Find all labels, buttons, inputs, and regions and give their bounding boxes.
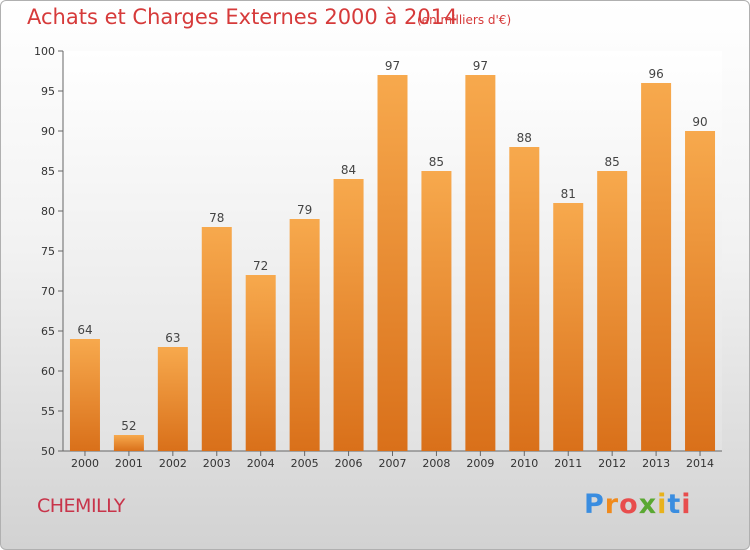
y-tick-label: 55: [41, 405, 55, 418]
bar-2005: [289, 219, 320, 451]
bar-2010: [509, 147, 540, 451]
y-tick-label: 80: [41, 205, 55, 218]
y-tick-label: 95: [41, 85, 55, 98]
bar-value-label: 96: [648, 67, 663, 81]
y-tick-label: 60: [41, 365, 55, 378]
bar-2011: [553, 203, 584, 451]
y-tick-label: 50: [41, 445, 55, 458]
bar-value-label: 97: [385, 59, 400, 73]
bar-value-label: 52: [121, 419, 136, 433]
bar-2006: [333, 179, 364, 451]
y-tick-label: 65: [41, 325, 55, 338]
x-tick-label: 2011: [554, 457, 582, 470]
y-tick-label: 85: [41, 165, 55, 178]
y-tick-label: 70: [41, 285, 55, 298]
bar-value-label: 97: [473, 59, 488, 73]
x-tick-label: 2008: [422, 457, 450, 470]
bar-value-label: 78: [209, 211, 224, 225]
x-tick-label: 2014: [686, 457, 714, 470]
bar-value-label: 90: [692, 115, 707, 129]
bar-value-label: 88: [517, 131, 532, 145]
bar-2009: [465, 75, 496, 451]
bar-2004: [245, 275, 276, 451]
y-axis: 50 55 60 65 70 75 80 85 90 95 100: [34, 45, 63, 458]
x-tick-label: 2002: [159, 457, 187, 470]
bar-2001: [113, 435, 144, 451]
bar-2003: [201, 227, 232, 451]
x-tick-label: 2005: [291, 457, 319, 470]
proxiti-logo: Proxiti: [584, 489, 692, 520]
bar-value-label: 64: [77, 323, 92, 337]
bar-value-label: 63: [165, 331, 180, 345]
bar-value-label: 84: [341, 163, 356, 177]
bar-2000: [69, 339, 100, 451]
x-tick-label: 2000: [71, 457, 99, 470]
bar-2014: [685, 131, 716, 451]
bar-value-label: 72: [253, 259, 268, 273]
bar-2002: [157, 347, 188, 451]
y-tick-label: 90: [41, 125, 55, 138]
x-axis: 2000 2001 2002 2003 2004 2005 2006 2007 2008 2009…: [71, 451, 714, 470]
x-tick-label: 2013: [642, 457, 670, 470]
bar-value-label: 79: [297, 203, 312, 217]
bar-value-label: 85: [605, 155, 620, 169]
unit-note: (en milliers d'€): [417, 13, 512, 27]
bars-group: 64 52 63 78 72 79 84 97 85 97 88 81 85 96 90: [69, 59, 716, 451]
y-tick-label: 75: [41, 245, 55, 258]
x-tick-label: 2010: [510, 457, 538, 470]
city-name: CHEMILLY: [37, 495, 125, 517]
x-tick-label: 2009: [466, 457, 494, 470]
bar-value-label: 81: [561, 187, 576, 201]
bar-2013: [641, 83, 672, 451]
x-tick-label: 2012: [598, 457, 626, 470]
x-tick-label: 2004: [247, 457, 275, 470]
bar-value-label: 85: [429, 155, 444, 169]
bar-2012: [597, 171, 628, 451]
chart-title: Achats et Charges Externes 2000 à 2014: [27, 5, 458, 29]
x-tick-label: 2007: [379, 457, 407, 470]
x-tick-label: 2006: [335, 457, 363, 470]
x-tick-label: 2001: [115, 457, 143, 470]
bar-2007: [377, 75, 408, 451]
y-tick-label: 100: [34, 45, 55, 58]
bar-2008: [421, 171, 452, 451]
x-tick-label: 2003: [203, 457, 231, 470]
